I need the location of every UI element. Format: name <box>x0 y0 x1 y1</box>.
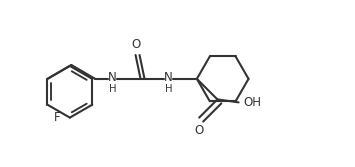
Text: O: O <box>195 124 204 137</box>
Text: N: N <box>108 71 117 84</box>
Text: O: O <box>131 38 140 51</box>
Text: N: N <box>164 71 173 84</box>
Text: OH: OH <box>243 96 261 109</box>
Text: H: H <box>165 84 173 94</box>
Text: H: H <box>109 84 116 94</box>
Text: F: F <box>54 111 61 124</box>
